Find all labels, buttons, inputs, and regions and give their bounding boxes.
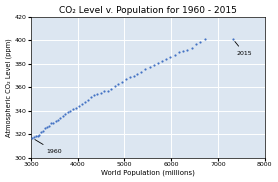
Point	[231, 38, 235, 41]
Point	[80, 102, 84, 105]
Point	[58, 117, 63, 120]
Point	[164, 58, 168, 61]
Point	[41, 129, 45, 132]
Point	[190, 46, 194, 49]
Point	[116, 83, 121, 86]
Point	[109, 87, 113, 90]
Point	[124, 78, 128, 81]
Text: 1960: 1960	[35, 140, 62, 154]
Point	[56, 119, 60, 122]
Point	[147, 66, 152, 69]
Point	[63, 113, 68, 116]
Point	[139, 70, 144, 73]
Point	[74, 106, 78, 109]
Point	[35, 134, 40, 137]
Point	[155, 61, 160, 64]
Point	[185, 48, 190, 51]
Point	[120, 80, 124, 83]
Point	[99, 91, 103, 94]
Point	[53, 120, 58, 123]
Point	[39, 130, 43, 133]
Point	[172, 54, 177, 57]
Point	[32, 136, 36, 139]
Point	[89, 96, 93, 99]
Point	[202, 38, 207, 41]
Point	[128, 76, 132, 79]
X-axis label: World Population (millions): World Population (millions)	[101, 170, 195, 176]
Point	[105, 89, 110, 92]
Point	[77, 104, 81, 107]
Point	[143, 68, 148, 70]
Point	[177, 51, 181, 54]
Point	[92, 94, 96, 97]
Point	[198, 40, 203, 43]
Point	[71, 108, 75, 111]
Point	[194, 43, 198, 46]
Point	[61, 115, 65, 118]
Point	[49, 122, 53, 124]
Point	[95, 93, 100, 96]
Point	[37, 133, 41, 136]
Title: CO₂ Level v. Population for 1960 - 2015: CO₂ Level v. Population for 1960 - 2015	[59, 6, 237, 15]
Y-axis label: Atmospheric CO₂ Level (ppm): Atmospheric CO₂ Level (ppm)	[6, 38, 12, 137]
Point	[102, 90, 106, 93]
Point	[168, 56, 173, 59]
Point	[51, 121, 56, 124]
Text: 2015: 2015	[235, 41, 252, 56]
Point	[113, 85, 117, 88]
Point	[66, 111, 70, 114]
Point	[34, 135, 38, 138]
Point	[68, 109, 73, 112]
Point	[181, 50, 185, 53]
Point	[83, 101, 87, 104]
Point	[43, 126, 47, 129]
Point	[160, 60, 164, 63]
Point	[152, 64, 156, 67]
Point	[45, 126, 49, 128]
Point	[131, 75, 136, 78]
Point	[135, 73, 140, 76]
Point	[86, 99, 90, 102]
Point	[47, 124, 51, 127]
Point	[30, 137, 35, 140]
